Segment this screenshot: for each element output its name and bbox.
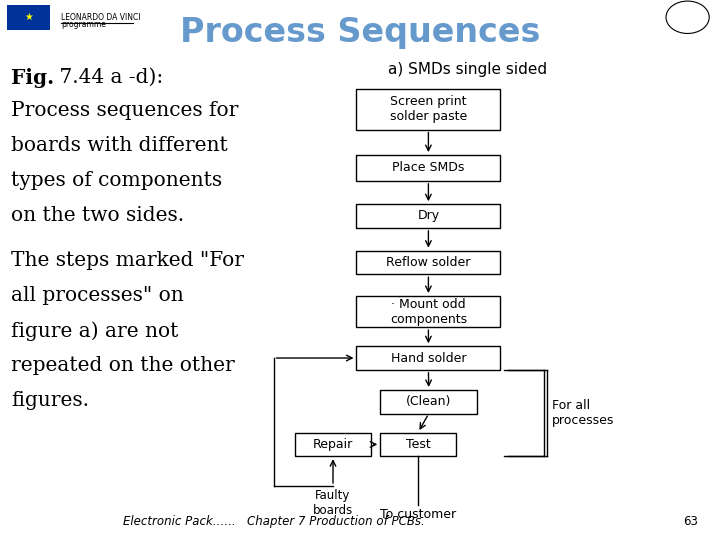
Bar	[7, 5, 50, 30]
Bar	[356, 346, 500, 370]
Bar	[380, 390, 477, 414]
Text: For all
processes: For all processes	[552, 399, 615, 427]
Text: ★: ★	[24, 12, 33, 22]
Text: Process Sequences: Process Sequences	[180, 16, 540, 49]
Text: boards with different: boards with different	[11, 136, 228, 155]
Text: LEONARDO DA VINCI: LEONARDO DA VINCI	[61, 14, 140, 23]
Text: To customer: To customer	[380, 508, 456, 521]
Text: 63: 63	[683, 515, 698, 528]
Text: (Clean): (Clean)	[406, 395, 451, 408]
Bar	[380, 433, 456, 456]
Text: types of components: types of components	[11, 171, 222, 190]
Text: Electronic Pack.…..   Chapter 7 Production of PCBs.: Electronic Pack.….. Chapter 7 Production…	[122, 515, 425, 528]
Text: all processes" on: all processes" on	[11, 286, 184, 305]
Bar	[356, 296, 500, 327]
Text: Screen print
solder paste: Screen print solder paste	[390, 96, 467, 123]
Text: Place SMDs: Place SMDs	[392, 161, 464, 174]
Text: Repair: Repair	[313, 438, 353, 451]
Bar	[356, 204, 500, 228]
Text: Test: Test	[405, 438, 431, 451]
Text: Reflow solder: Reflow solder	[386, 256, 471, 269]
Text: programme: programme	[61, 20, 106, 29]
Text: Fig.: Fig.	[11, 68, 54, 87]
Text: Faulty
boards: Faulty boards	[313, 489, 353, 517]
Text: Dry: Dry	[418, 210, 439, 222]
Text: Process sequences for: Process sequences for	[11, 101, 238, 120]
Text: 7.44 a -d):: 7.44 a -d):	[53, 68, 163, 86]
Text: figure a) are not: figure a) are not	[11, 321, 178, 341]
Text: figures.: figures.	[11, 392, 89, 410]
Text: on the two sides.: on the two sides.	[11, 206, 184, 225]
Text: a) SMDs single sided: a) SMDs single sided	[388, 62, 548, 77]
Bar	[356, 251, 500, 274]
Text: The steps marked "For: The steps marked "For	[11, 251, 244, 270]
Bar	[356, 89, 500, 130]
Bar	[295, 433, 371, 456]
Text: repeated on the other: repeated on the other	[11, 356, 235, 375]
Bar	[356, 155, 500, 181]
Text: Hand solder: Hand solder	[391, 352, 466, 365]
Text: · Mount odd
components: · Mount odd components	[390, 298, 467, 326]
